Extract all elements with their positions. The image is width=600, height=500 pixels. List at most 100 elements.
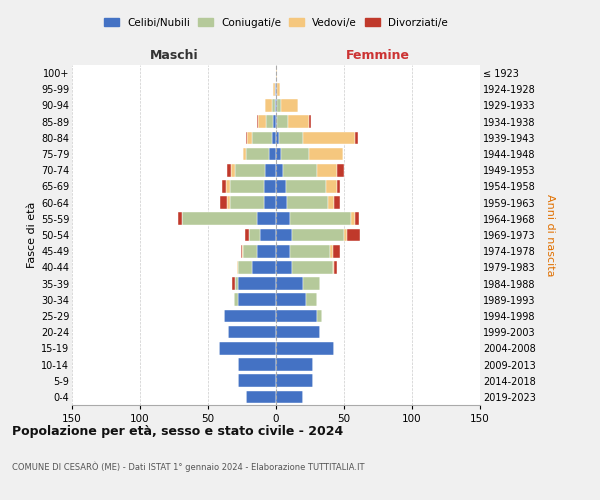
Bar [287,196,328,209]
Bar [276,278,303,290]
Bar [276,342,334,354]
Bar [276,83,277,96]
Bar [276,164,283,176]
Bar [246,148,269,160]
Bar [337,180,340,192]
Bar [292,261,333,274]
Y-axis label: Fasce di età: Fasce di età [26,202,37,268]
Bar [355,132,358,144]
Bar [266,116,273,128]
Bar [276,67,277,80]
Bar [257,116,259,128]
Bar [317,310,322,322]
Bar [275,99,276,112]
Bar [221,180,226,192]
Bar [277,83,280,96]
Bar [257,245,276,258]
Bar [231,164,235,176]
Bar [276,99,277,112]
Bar [276,132,279,144]
Text: Femmine: Femmine [346,49,410,62]
Bar [276,148,281,160]
Text: Popolazione per età, sesso e stato civile - 2024: Popolazione per età, sesso e stato civil… [12,425,343,438]
Bar [235,278,238,290]
Bar [238,294,276,306]
Bar [238,261,251,274]
Bar [226,180,230,192]
Bar [230,180,264,192]
Bar [276,196,287,209]
Bar [273,116,276,128]
Bar [276,310,317,322]
Bar [276,228,292,241]
Bar [265,99,272,112]
Bar [277,116,288,128]
Bar [308,148,343,160]
Bar [249,228,260,241]
Bar [279,132,303,144]
Bar [264,180,276,192]
Bar [276,358,313,371]
Bar [276,212,290,225]
Bar [344,228,347,241]
Bar [328,196,334,209]
Bar [269,148,276,160]
Bar [234,294,238,306]
Bar [238,374,276,387]
Bar [275,83,276,96]
Bar [260,228,276,241]
Bar [251,132,272,144]
Bar [244,148,246,160]
Bar [241,245,242,258]
Bar [219,342,276,354]
Bar [236,261,238,274]
Bar [238,358,276,371]
Bar [235,164,265,176]
Bar [227,164,231,176]
Bar [333,261,334,274]
Bar [288,116,308,128]
Bar [303,278,320,290]
Bar [290,245,331,258]
Bar [229,326,276,338]
Bar [273,83,275,96]
Bar [246,132,247,144]
Bar [333,245,340,258]
Bar [276,245,290,258]
Bar [264,196,276,209]
Bar [232,278,235,290]
Bar [242,245,244,258]
Bar [281,99,298,112]
Bar [334,196,340,209]
Bar [259,116,266,128]
Bar [292,228,344,241]
Bar [276,116,277,128]
Y-axis label: Anni di nascita: Anni di nascita [545,194,555,276]
Bar [257,212,276,225]
Bar [306,294,317,306]
Bar [286,180,326,192]
Bar [238,278,276,290]
Bar [276,374,313,387]
Bar [244,245,257,258]
Bar [224,310,276,322]
Bar [272,132,276,144]
Bar [276,180,286,192]
Bar [326,180,337,192]
Bar [265,164,276,176]
Bar [227,196,230,209]
Bar [220,196,227,209]
Bar [230,196,264,209]
Bar [277,99,281,112]
Bar [334,261,337,274]
Bar [347,228,361,241]
Bar [276,390,303,403]
Bar [283,164,317,176]
Bar [317,164,337,176]
Text: Maschi: Maschi [149,49,199,62]
Bar [251,261,276,274]
Bar [276,261,292,274]
Bar [245,228,249,241]
Bar [276,326,320,338]
Bar [337,164,344,176]
